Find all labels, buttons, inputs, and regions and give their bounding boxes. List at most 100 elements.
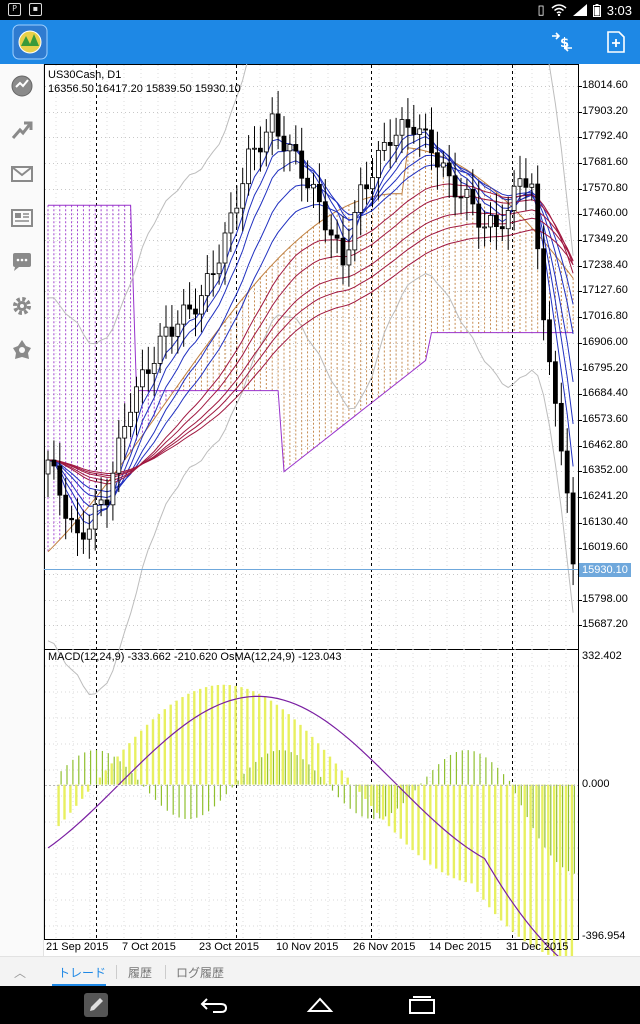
chat-icon: [13, 253, 31, 271]
candle-body: [417, 128, 423, 135]
date-tick-label: 23 Oct 2015: [199, 941, 259, 953]
candle-body: [505, 210, 511, 230]
candle-body: [287, 144, 293, 152]
price-tick-label: 16130.40: [582, 516, 628, 528]
candle-body: [381, 142, 387, 151]
price-tick-label: 16573.60: [582, 413, 628, 425]
sidebar-item-mail[interactable]: [8, 160, 36, 188]
metatrader-logo-icon[interactable]: [12, 24, 48, 60]
candle-body: [275, 113, 281, 137]
chart-symbol-label: US30Cash, D1: [48, 69, 122, 81]
candle-body: [464, 188, 470, 198]
price-tick-label: 18014.60: [582, 79, 628, 91]
home-icon: [306, 997, 334, 1012]
pen-button[interactable]: [78, 992, 114, 1018]
candle-body: [81, 532, 86, 540]
macd-tick-label: 332.402: [582, 650, 622, 662]
candle-body: [411, 126, 417, 135]
candle-body: [499, 226, 505, 230]
price-tick-label: 17681.60: [582, 156, 628, 168]
candle-body: [458, 196, 464, 199]
tab-history[interactable]: 履歴: [128, 966, 153, 980]
senkou-span-a-line: [47, 147, 574, 553]
candle-body: [98, 499, 104, 505]
price-tick-label: 16019.60: [582, 541, 628, 553]
candle-body: [440, 162, 446, 168]
candle-body: [92, 503, 98, 530]
bollinger-lower-line: [47, 273, 574, 696]
candle-body: [340, 237, 346, 266]
tab-trade[interactable]: トレード: [58, 966, 107, 980]
candle-body: [423, 128, 429, 131]
fast-ma-line: [47, 154, 574, 499]
date-tick-label: 21 Sep 2015: [46, 941, 109, 953]
mail-icon: [11, 166, 33, 182]
new-order-button[interactable]: [602, 28, 630, 56]
price-tick-label: 16241.20: [582, 490, 628, 502]
candle-body: [204, 273, 210, 297]
price-tick-label: 15687.20: [582, 618, 628, 630]
recent-apps-button[interactable]: [404, 992, 440, 1018]
candle-body: [57, 465, 63, 496]
fast-ma-line: [47, 143, 574, 507]
slow-ma-line: [47, 217, 574, 476]
candle-body: [151, 363, 157, 374]
candle-body: [429, 129, 434, 154]
dollar-arrows-icon: $: [552, 32, 572, 52]
sidebar-item-news[interactable]: [8, 204, 36, 232]
sidebar-item-settings[interactable]: [8, 292, 36, 320]
price-tick-label: 16352.00: [582, 464, 628, 476]
sidebar-item-quotes[interactable]: [8, 72, 36, 100]
candle-body: [240, 183, 246, 209]
candle-body: [234, 207, 240, 214]
candle-body: [399, 119, 405, 136]
tab-log-history[interactable]: ログ履歴: [176, 966, 225, 980]
active-tab-indicator: [52, 984, 106, 987]
candle-body: [358, 184, 364, 213]
candle-body: [216, 262, 222, 275]
current-price-tag: 15930.10: [579, 562, 631, 577]
community-icon: [13, 340, 31, 359]
price-tick-label: 17903.20: [582, 105, 628, 117]
system-nav-bar: [0, 986, 640, 1024]
news-icon: [11, 209, 33, 227]
candle-body: [529, 183, 535, 188]
sidebar: [0, 64, 44, 956]
candle-body: [110, 472, 116, 506]
candle-body: [311, 183, 316, 189]
candle-body: [375, 149, 381, 178]
candle-body: [434, 152, 440, 168]
candle-body: [198, 295, 204, 315]
sidebar-item-chat[interactable]: [8, 248, 36, 276]
candle-body: [564, 450, 570, 494]
candle-body: [482, 226, 488, 229]
quotes-icon: [11, 75, 33, 97]
signal-icon: [572, 4, 587, 16]
candle-body: [157, 335, 163, 364]
candle-body: [252, 147, 257, 150]
sidebar-item-community[interactable]: [8, 336, 36, 364]
symbols-quotes-button[interactable]: $: [548, 28, 576, 56]
candle-body: [140, 369, 145, 388]
candle-body: [181, 304, 187, 325]
sidebar-item-chart[interactable]: [8, 116, 36, 144]
price-tick-label: 15798.00: [582, 593, 628, 605]
pen-icon: [84, 993, 108, 1017]
tab-divider: [165, 965, 166, 979]
candle-body: [476, 203, 482, 228]
date-tick-label: 14 Dec 2015: [429, 941, 492, 953]
price-chart[interactable]: US30Cash, D1 16356.50 16417.20 15839.50 …: [44, 64, 640, 956]
candle-body: [169, 326, 175, 337]
candle-body: [570, 492, 576, 565]
chevron-up-icon[interactable]: ︿: [14, 966, 27, 980]
candle-body: [364, 184, 370, 190]
app-notification-icon: ▪: [29, 3, 42, 16]
back-button[interactable]: [196, 992, 232, 1018]
candle-body: [104, 499, 110, 506]
candle-body: [257, 147, 263, 153]
bollinger-upper-line: [47, 64, 574, 345]
home-button[interactable]: [302, 992, 338, 1018]
candle-body: [541, 248, 547, 321]
candle-body: [246, 148, 252, 185]
price-tick-label: 16795.20: [582, 362, 628, 374]
